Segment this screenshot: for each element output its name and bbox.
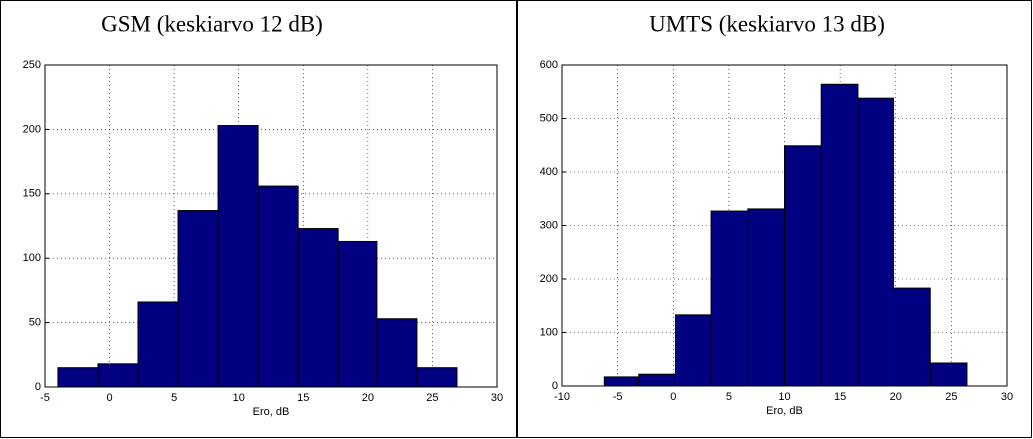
bar bbox=[297, 228, 339, 388]
chart-title: GSM (keskiarvo 12 dB) bbox=[101, 11, 323, 36]
x-tick-label: 0 bbox=[107, 392, 113, 404]
bar bbox=[929, 362, 968, 387]
x-tick-label: 20 bbox=[362, 392, 374, 404]
panel-frame bbox=[0, 0, 517, 438]
bar bbox=[416, 367, 458, 388]
x-tick-label: 30 bbox=[491, 392, 503, 404]
y-tick-label: 0 bbox=[552, 380, 558, 392]
bar bbox=[217, 125, 259, 388]
y-tick-label: 500 bbox=[540, 112, 558, 124]
bar bbox=[177, 210, 219, 388]
plot-frame bbox=[561, 64, 1008, 387]
x-tick-label: 25 bbox=[426, 392, 438, 404]
y-tick-label: 300 bbox=[540, 219, 558, 231]
y-tick-label: 100 bbox=[540, 326, 558, 338]
x-tick-label: 20 bbox=[890, 391, 902, 403]
x-tick-label: -10 bbox=[554, 391, 570, 403]
bar bbox=[710, 210, 749, 387]
x-tick-label: 0 bbox=[670, 391, 676, 403]
bar bbox=[893, 287, 931, 387]
y-tick-label: 50 bbox=[29, 317, 41, 329]
bar bbox=[857, 97, 895, 387]
chart-title: UMTS (keskiarvo 13 dB) bbox=[649, 11, 885, 36]
bar bbox=[820, 83, 859, 387]
y-tick-label: 200 bbox=[23, 123, 41, 135]
y-tick-label: 200 bbox=[540, 273, 558, 285]
x-tick-label: -5 bbox=[40, 392, 50, 404]
y-tick-label: 100 bbox=[23, 252, 41, 264]
bar bbox=[603, 376, 640, 387]
y-tick-label: 600 bbox=[540, 59, 558, 71]
y-tick-label: 400 bbox=[540, 166, 558, 178]
x-tick-label: 15 bbox=[834, 391, 846, 403]
y-tick-label: 250 bbox=[23, 59, 41, 71]
plot-frame bbox=[44, 64, 498, 388]
bar bbox=[674, 314, 712, 387]
bar bbox=[376, 318, 418, 388]
y-tick-label: 0 bbox=[35, 381, 41, 393]
x-tick-label: 15 bbox=[297, 392, 309, 404]
panel-frame bbox=[517, 0, 1032, 438]
x-axis-label: Ero, dB bbox=[766, 405, 803, 417]
bar bbox=[257, 185, 299, 388]
bar bbox=[747, 208, 785, 387]
bar bbox=[337, 240, 378, 388]
x-tick-label: 5 bbox=[171, 392, 177, 404]
bar bbox=[638, 373, 676, 387]
x-tick-label: -5 bbox=[613, 391, 623, 403]
y-tick-label: 150 bbox=[23, 188, 41, 200]
bar bbox=[57, 367, 99, 388]
x-axis-label: Ero, dB bbox=[253, 406, 290, 418]
x-tick-label: 10 bbox=[778, 391, 790, 403]
bar bbox=[97, 363, 139, 388]
x-tick-label: 25 bbox=[945, 391, 957, 403]
x-tick-label: 30 bbox=[1001, 391, 1013, 403]
bar bbox=[137, 301, 179, 388]
x-tick-label: 5 bbox=[726, 391, 732, 403]
x-tick-label: 10 bbox=[233, 392, 245, 404]
bar bbox=[784, 145, 822, 387]
